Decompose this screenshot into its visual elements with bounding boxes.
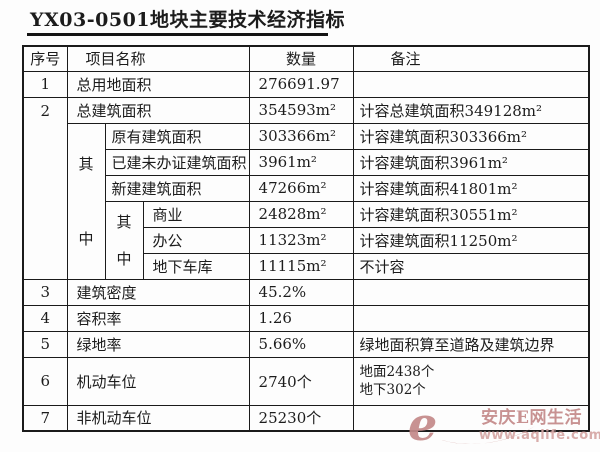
cell-quantity: 2740个 (248, 356, 354, 406)
remark-line-2: 地下302个 (359, 382, 426, 398)
cell-quantity: 11115m² (248, 252, 354, 280)
cell-index: 5 (22, 330, 68, 358)
cell-name: 绿地率 (66, 330, 250, 358)
table-row: 7 非机动车位 25230个 (22, 404, 590, 432)
cell-quantity: 11323m² (248, 226, 354, 254)
cell-quantity: 47266m² (248, 174, 354, 202)
table-row: 其 中 原有建筑面积 303366m² 计容建筑面积303366m² (23, 122, 590, 280)
page-title: YX03-0501地块主要技术经济指标 (30, 9, 346, 31)
cell-name: 商业 (142, 200, 250, 228)
cell-remark: 绿地面积算至道路及建筑边界 (352, 330, 590, 358)
group-label-inner-top: 其 (116, 213, 132, 231)
cell-quantity: 303366m² (248, 122, 354, 150)
group-label-outer-bottom: 中 (78, 230, 94, 248)
cell-name: 办公 (142, 226, 250, 254)
table-row: 已建未办证建筑面积 3961m² 计容建筑面积3961m² (23, 148, 590, 176)
cell-quantity: 276691.97 (248, 70, 354, 98)
cell-name: 总用地面积 (66, 70, 250, 98)
table-row: 其 中 商业 24828m² 计容建筑面积30551m² (23, 200, 590, 280)
cell-name: 地下车库 (142, 252, 250, 280)
table-row: 新建建筑面积 47266m² 计容建筑面积41801m² (23, 174, 590, 202)
table-row: 4 容积率 1.26 (22, 304, 590, 332)
title-underline (27, 33, 328, 36)
cell-quantity: 3961m² (248, 148, 354, 176)
table-row: 3 建筑密度 45.2% (22, 278, 590, 306)
cell-quantity: 1.26 (248, 304, 354, 332)
cell-remark (352, 278, 590, 306)
group-label-outer: 其 中 (66, 122, 106, 280)
table-row: 5 绿地率 5.66% 绿地面积算至道路及建筑边界 (22, 330, 590, 358)
cell-index: 6 (22, 356, 68, 406)
col-header-index: 序号 (22, 45, 68, 72)
cell-quantity: 45.2% (248, 278, 354, 306)
cell-remark: 计容建筑面积30551m² (352, 200, 590, 228)
cell-name: 非机动车位 (66, 404, 250, 432)
col-header-name: 项目名称 (66, 45, 250, 72)
cell-name: 新建建筑面积 (104, 174, 250, 202)
cell-name: 原有建筑面积 (104, 122, 250, 150)
group-label-outer-top: 其 (78, 155, 94, 173)
table-row: 1 总用地面积 276691.97 (22, 70, 590, 98)
cell-quantity: 354593m² (248, 96, 354, 124)
cell-name: 已建未办证建筑面积 (104, 148, 250, 176)
table-row: 办公 11323m² 计容建筑面积11250m² (23, 226, 590, 254)
cell-remark: 地面2438个 地下302个 (352, 356, 590, 406)
cell-index-merged: 2 (22, 96, 68, 280)
remark-line-1: 地面2438个 (359, 363, 435, 380)
cell-index: 7 (22, 404, 68, 432)
cell-name: 总建筑面积 (66, 96, 250, 124)
table-row: 地下车库 11115m² 不计容 (23, 252, 590, 280)
cell-remark: 计容建筑面积303366m² (352, 122, 590, 150)
cell-name: 容积率 (66, 304, 250, 332)
cell-remark (352, 304, 590, 332)
cell-quantity: 5.66% (248, 330, 354, 358)
cell-index: 4 (22, 304, 68, 332)
cell-quantity: 25230个 (248, 404, 354, 432)
cell-remark: 计容建筑面积41801m² (352, 174, 590, 202)
cell-quantity: 24828m² (248, 200, 354, 228)
table-header-row: 序号 项目名称 数量 备注 (22, 45, 590, 72)
cell-name: 建筑密度 (66, 278, 250, 306)
cell-remark: 计容总建筑面积349128m² (352, 96, 590, 124)
cell-remark: 不计容 (352, 252, 590, 280)
cell-index: 3 (22, 278, 68, 306)
col-header-quantity: 数量 (248, 45, 354, 72)
group-label-inner-bottom: 中 (116, 250, 132, 268)
cell-remark: 计容建筑面积3961m² (352, 148, 590, 176)
cell-remark (352, 70, 590, 98)
cell-remark (352, 404, 590, 432)
group-label-inner: 其 中 (104, 200, 144, 280)
cell-name: 机动车位 (66, 356, 250, 406)
col-header-remark: 备注 (352, 45, 590, 72)
cell-index: 1 (22, 70, 68, 98)
table-row: 2 总建筑面积 354593m² 计容总建筑面积349128m² (22, 96, 590, 280)
cell-remark: 计容建筑面积11250m² (352, 226, 590, 254)
indicators-table: 序号 项目名称 数量 备注 1 总用地面积 276691.97 2 总建筑面积 … (22, 45, 591, 432)
table-row: 6 机动车位 2740个 地面2438个 地下302个 (22, 356, 590, 406)
